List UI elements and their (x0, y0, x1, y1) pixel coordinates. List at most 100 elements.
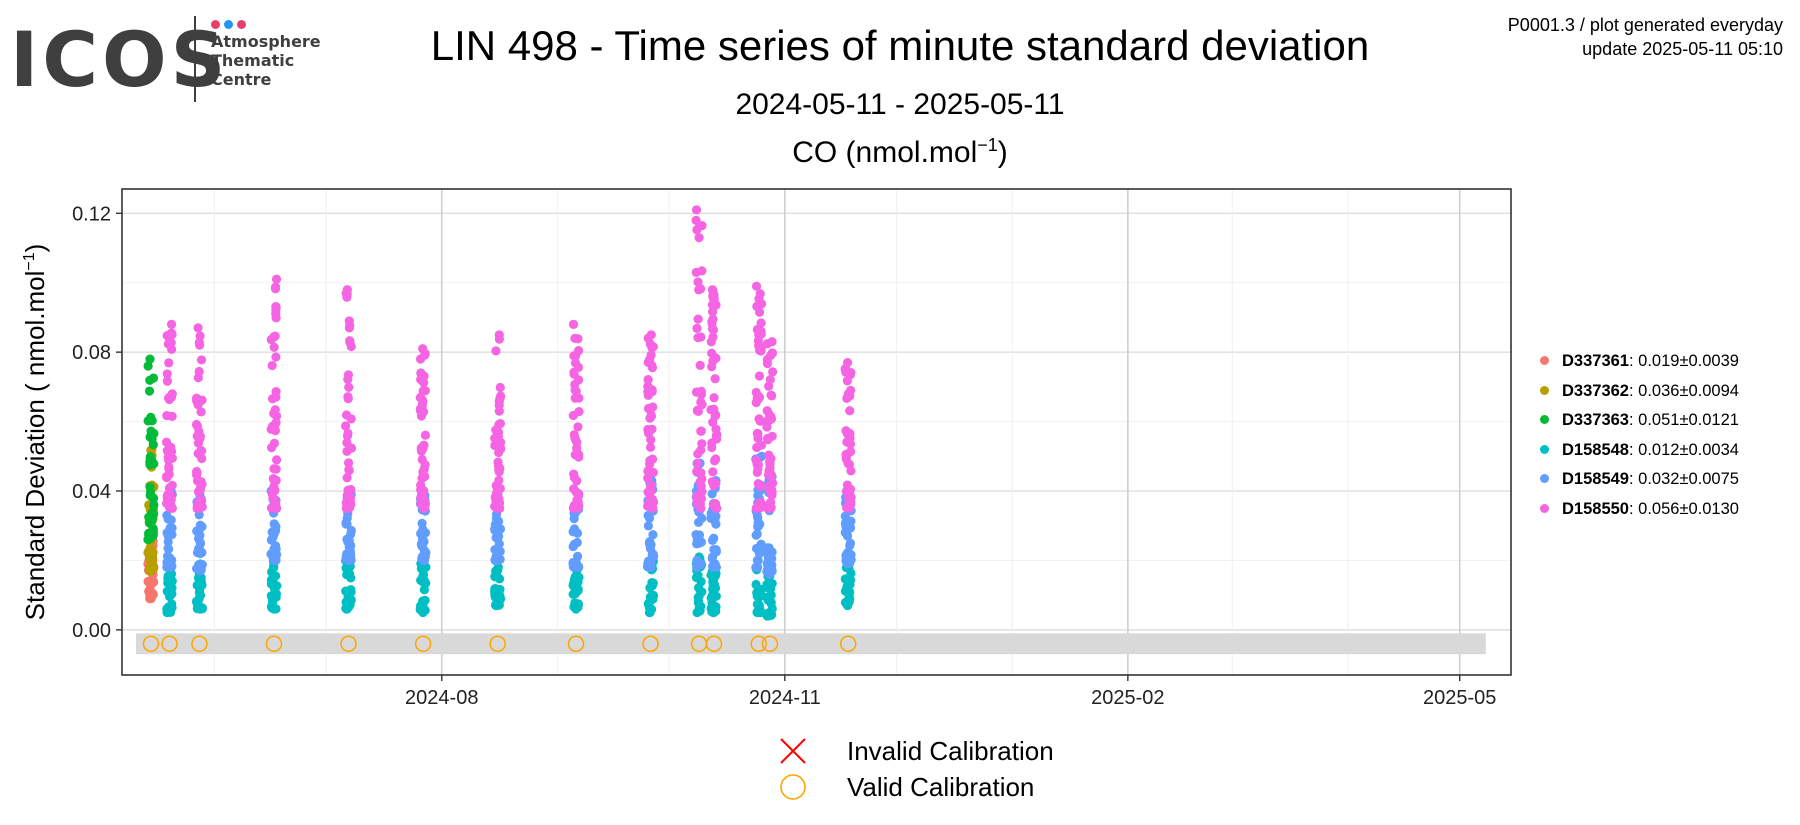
data-point-d158550 (269, 332, 279, 342)
data-point-d158549 (694, 530, 705, 540)
data-point-d158548 (494, 595, 505, 605)
data-point-d158550 (643, 424, 653, 435)
axis-layer: 0.00 0.04 0.08 0.12 2024-08 2024-11 2025-02 202… (72, 203, 1496, 709)
logo-dot (211, 20, 220, 29)
legend-series-name: D337363 (1562, 411, 1629, 429)
data-point-d158550 (709, 295, 719, 305)
data-point-d158548 (270, 603, 280, 614)
legend-invalid-label: Invalid Calibration (847, 736, 1054, 766)
data-point-d158548 (710, 583, 721, 593)
data-point-d158550 (570, 379, 580, 390)
data-point-d158550 (706, 337, 716, 347)
data-point-d337363 (148, 373, 159, 383)
data-point-d158550 (692, 323, 702, 333)
data-point-d158550 (646, 435, 656, 445)
data-point-d158550 (272, 411, 282, 421)
data-point-d158550 (419, 378, 429, 388)
data-point-d158550 (692, 458, 703, 469)
data-point-d158549 (492, 547, 502, 558)
data-point-d158550 (164, 358, 174, 368)
data-point-d158549 (421, 548, 431, 558)
data-point-d158550 (269, 464, 279, 474)
data-point-d158550 (768, 367, 778, 377)
data-point-d158550 (693, 449, 703, 459)
data-point-d158550 (495, 382, 505, 393)
valid-calibration-marker (489, 635, 506, 653)
data-point-d158548 (346, 573, 356, 583)
legend-item-d158548: D158548: 0.012±0.0034 (1540, 436, 1739, 466)
data-point-d158550 (162, 376, 172, 386)
data-point-d158549 (763, 554, 773, 564)
data-point-d158548 (164, 570, 174, 580)
data-point-d158549 (711, 519, 721, 529)
data-point-d158548 (844, 596, 854, 606)
data-point-d158550 (573, 491, 584, 501)
data-point-d158550 (695, 499, 705, 509)
circle-icon (780, 774, 806, 800)
data-point-d158550 (342, 431, 353, 441)
data-point-d158550 (568, 410, 578, 421)
data-point-d158550 (709, 352, 720, 362)
data-point-d158548 (271, 589, 282, 599)
data-point-d158550 (494, 406, 504, 416)
legend-item-d158549: D158549: 0.032±0.0075 (1540, 465, 1739, 495)
x-tick-label: 2024-08 (405, 687, 478, 709)
data-point-d158550 (491, 488, 502, 499)
y-tick-label: 0.12 (72, 203, 111, 225)
legend-series-stat: : 0.036±0.0094 (1628, 381, 1739, 400)
data-point-d158548 (343, 594, 354, 605)
data-point-d158548 (166, 602, 176, 612)
y-tick-label: 0.08 (72, 342, 111, 364)
data-point-d158550 (194, 366, 204, 377)
data-point-d158548 (191, 596, 202, 607)
data-point-d158550 (756, 299, 767, 309)
data-point-d158550 (763, 415, 773, 426)
data-point-d158550 (166, 319, 177, 329)
data-point-d158548 (697, 587, 707, 597)
data-point-d158550 (266, 424, 276, 434)
data-point-d337363 (146, 412, 156, 422)
data-point-d158550 (193, 503, 203, 513)
data-point-d158550 (271, 503, 281, 513)
logo-dot (237, 20, 246, 29)
data-point-d158548 (762, 610, 772, 620)
data-point-d158549 (707, 552, 718, 562)
data-point-d158549 (841, 521, 851, 531)
data-point-d158550 (764, 468, 774, 478)
logo-text: Atmosphere Thematic Centre (211, 32, 321, 89)
data-point-d158550 (707, 442, 717, 453)
data-point-d158550 (573, 422, 583, 432)
data-point-d158548 (162, 586, 172, 596)
data-point-d158550 (691, 215, 701, 225)
calibration-legend: Invalid Calibration Valid Calibration (770, 733, 1054, 805)
data-point-d158549 (753, 491, 763, 501)
valid-calibration-marker (161, 635, 178, 653)
data-point-d158548 (491, 568, 502, 578)
data-point-d158550 (841, 367, 851, 377)
data-point-d158550 (755, 416, 765, 426)
logo-wordmark: ICOS (10, 15, 230, 104)
logo-dot (224, 20, 233, 29)
data-point-d158550 (495, 444, 506, 454)
legend-series-stat: : 0.051±0.0121 (1628, 411, 1739, 429)
data-point-d337363 (145, 490, 155, 500)
data-point-d158550 (693, 314, 703, 324)
data-point-d158549 (751, 562, 761, 572)
data-point-d158550 (647, 360, 657, 371)
data-point-d158550 (643, 374, 653, 385)
y-axis-title-sup: −1 (21, 252, 38, 270)
data-point-d158550 (696, 332, 706, 342)
data-point-d158550 (346, 341, 356, 352)
valid-calibration-marker (142, 635, 160, 653)
legend-item-d337362: D337362: 0.036±0.0094 (1540, 377, 1739, 407)
data-point-d158550 (764, 381, 774, 391)
data-point-d158550 (692, 405, 703, 415)
data-point-d158549 (709, 560, 719, 570)
data-point-d158549 (194, 560, 204, 570)
data-point-d158550 (765, 503, 775, 513)
data-point-d158548 (645, 603, 655, 614)
data-point-d337362 (145, 553, 155, 563)
legend-swatch (1540, 415, 1549, 425)
data-point-d158548 (709, 606, 719, 616)
data-point-d158550 (647, 343, 657, 353)
